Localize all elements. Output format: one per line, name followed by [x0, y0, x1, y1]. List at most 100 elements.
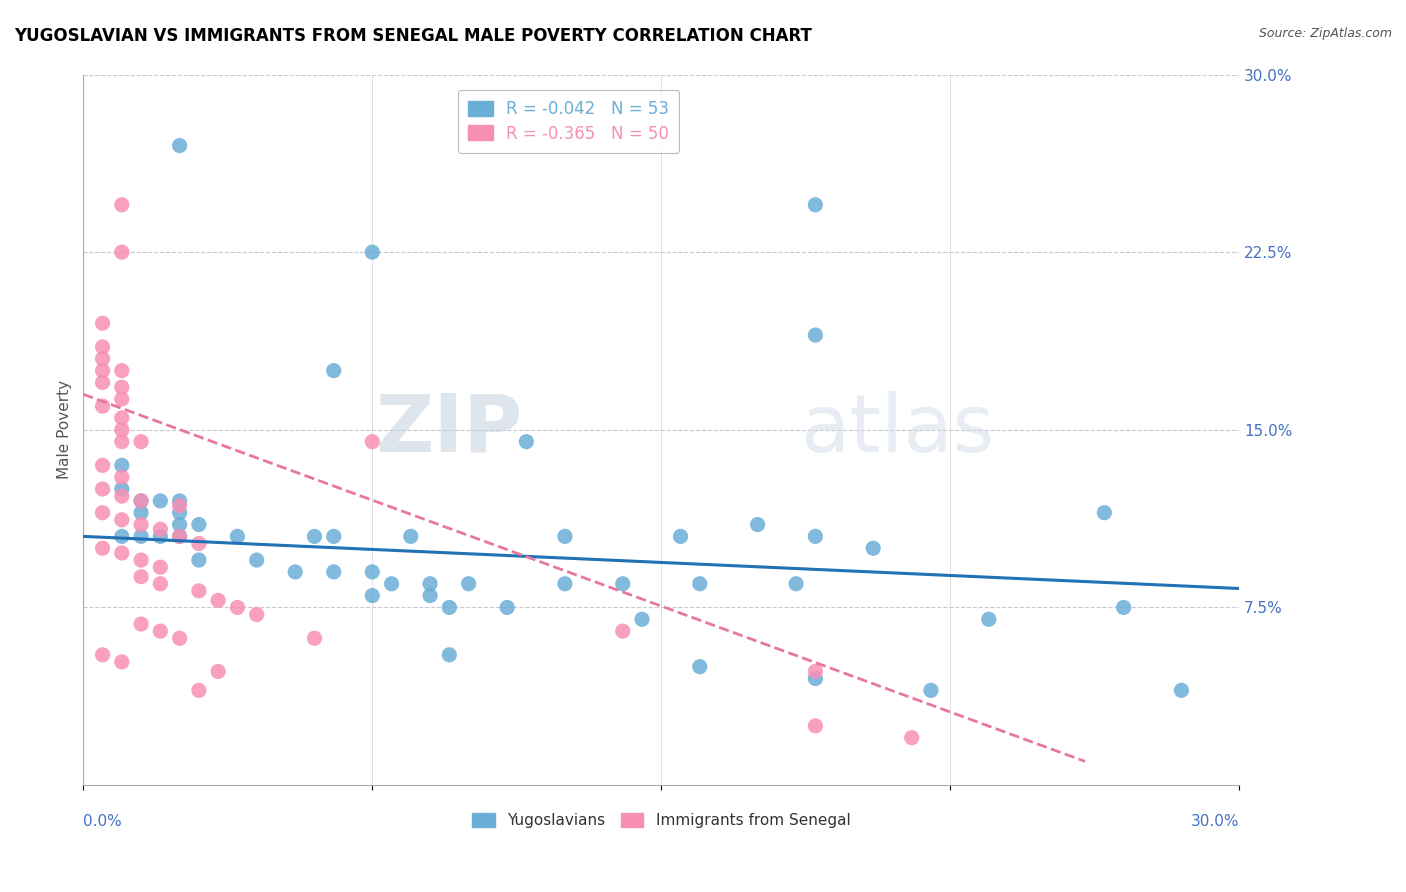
Point [111, 245, 134, 260]
Point [804, 719, 827, 733]
Point [129, 494, 152, 508]
Point [111, 434, 134, 449]
Point [496, 600, 519, 615]
Point [246, 607, 269, 622]
Point [91, 458, 114, 473]
Point [129, 494, 152, 508]
Point [1112, 600, 1135, 615]
Point [129, 434, 152, 449]
Point [226, 529, 249, 543]
Point [91, 351, 114, 366]
Point [187, 553, 209, 567]
Point [187, 683, 209, 698]
Text: 0.0%: 0.0% [83, 814, 122, 829]
Point [439, 600, 461, 615]
Point [149, 529, 172, 543]
Point [111, 513, 134, 527]
Point [1092, 506, 1115, 520]
Point [111, 470, 134, 484]
Point [91, 399, 114, 413]
Point [804, 328, 827, 343]
Point [284, 565, 307, 579]
Point [304, 529, 326, 543]
Point [91, 506, 114, 520]
Y-axis label: Male Poverty: Male Poverty [58, 380, 72, 479]
Point [129, 517, 152, 532]
Point [111, 423, 134, 437]
Point [862, 541, 884, 556]
Point [149, 494, 172, 508]
Point [747, 517, 769, 532]
Point [169, 517, 191, 532]
Point [226, 600, 249, 615]
Point [361, 434, 384, 449]
Point [669, 529, 692, 543]
Legend: Yugoslavians, Immigrants from Senegal: Yugoslavians, Immigrants from Senegal [465, 807, 856, 834]
Point [804, 672, 827, 686]
Point [149, 560, 172, 574]
Point [920, 683, 942, 698]
Point [804, 665, 827, 679]
Point [169, 506, 191, 520]
Point [399, 529, 422, 543]
Point [91, 316, 114, 330]
Text: ZIP: ZIP [375, 391, 523, 469]
Point [804, 529, 827, 543]
Point [111, 529, 134, 543]
Point [169, 494, 191, 508]
Point [111, 655, 134, 669]
Point [554, 529, 576, 543]
Point [515, 434, 537, 449]
Point [612, 624, 634, 639]
Point [361, 565, 384, 579]
Point [111, 411, 134, 425]
Point [91, 340, 114, 354]
Point [111, 198, 134, 212]
Point [785, 576, 807, 591]
Point [419, 589, 441, 603]
Point [169, 632, 191, 646]
Point [129, 617, 152, 632]
Point [111, 380, 134, 394]
Point [977, 612, 1000, 626]
Point [149, 624, 172, 639]
Point [149, 576, 172, 591]
Point [207, 593, 229, 607]
Text: Source: ZipAtlas.com: Source: ZipAtlas.com [1258, 27, 1392, 40]
Point [246, 553, 269, 567]
Point [111, 458, 134, 473]
Text: YUGOSLAVIAN VS IMMIGRANTS FROM SENEGAL MALE POVERTY CORRELATION CHART: YUGOSLAVIAN VS IMMIGRANTS FROM SENEGAL M… [14, 27, 811, 45]
Point [322, 565, 344, 579]
Point [439, 648, 461, 662]
Point [91, 363, 114, 377]
Point [631, 612, 654, 626]
Point [91, 541, 114, 556]
Point [380, 576, 402, 591]
Point [111, 392, 134, 406]
Point [1170, 683, 1192, 698]
Point [91, 648, 114, 662]
Point [91, 482, 114, 496]
Point [129, 506, 152, 520]
Point [361, 589, 384, 603]
Point [804, 198, 827, 212]
Point [361, 245, 384, 260]
Text: 30.0%: 30.0% [1191, 814, 1239, 829]
Point [322, 529, 344, 543]
Point [111, 482, 134, 496]
Point [111, 489, 134, 503]
Point [187, 583, 209, 598]
Point [149, 522, 172, 536]
Point [129, 529, 152, 543]
Point [689, 576, 711, 591]
Point [304, 632, 326, 646]
Point [111, 363, 134, 377]
Point [419, 576, 441, 591]
Point [169, 499, 191, 513]
Point [91, 376, 114, 390]
Point [187, 517, 209, 532]
Point [169, 529, 191, 543]
Point [169, 529, 191, 543]
Point [129, 569, 152, 583]
Point [111, 546, 134, 560]
